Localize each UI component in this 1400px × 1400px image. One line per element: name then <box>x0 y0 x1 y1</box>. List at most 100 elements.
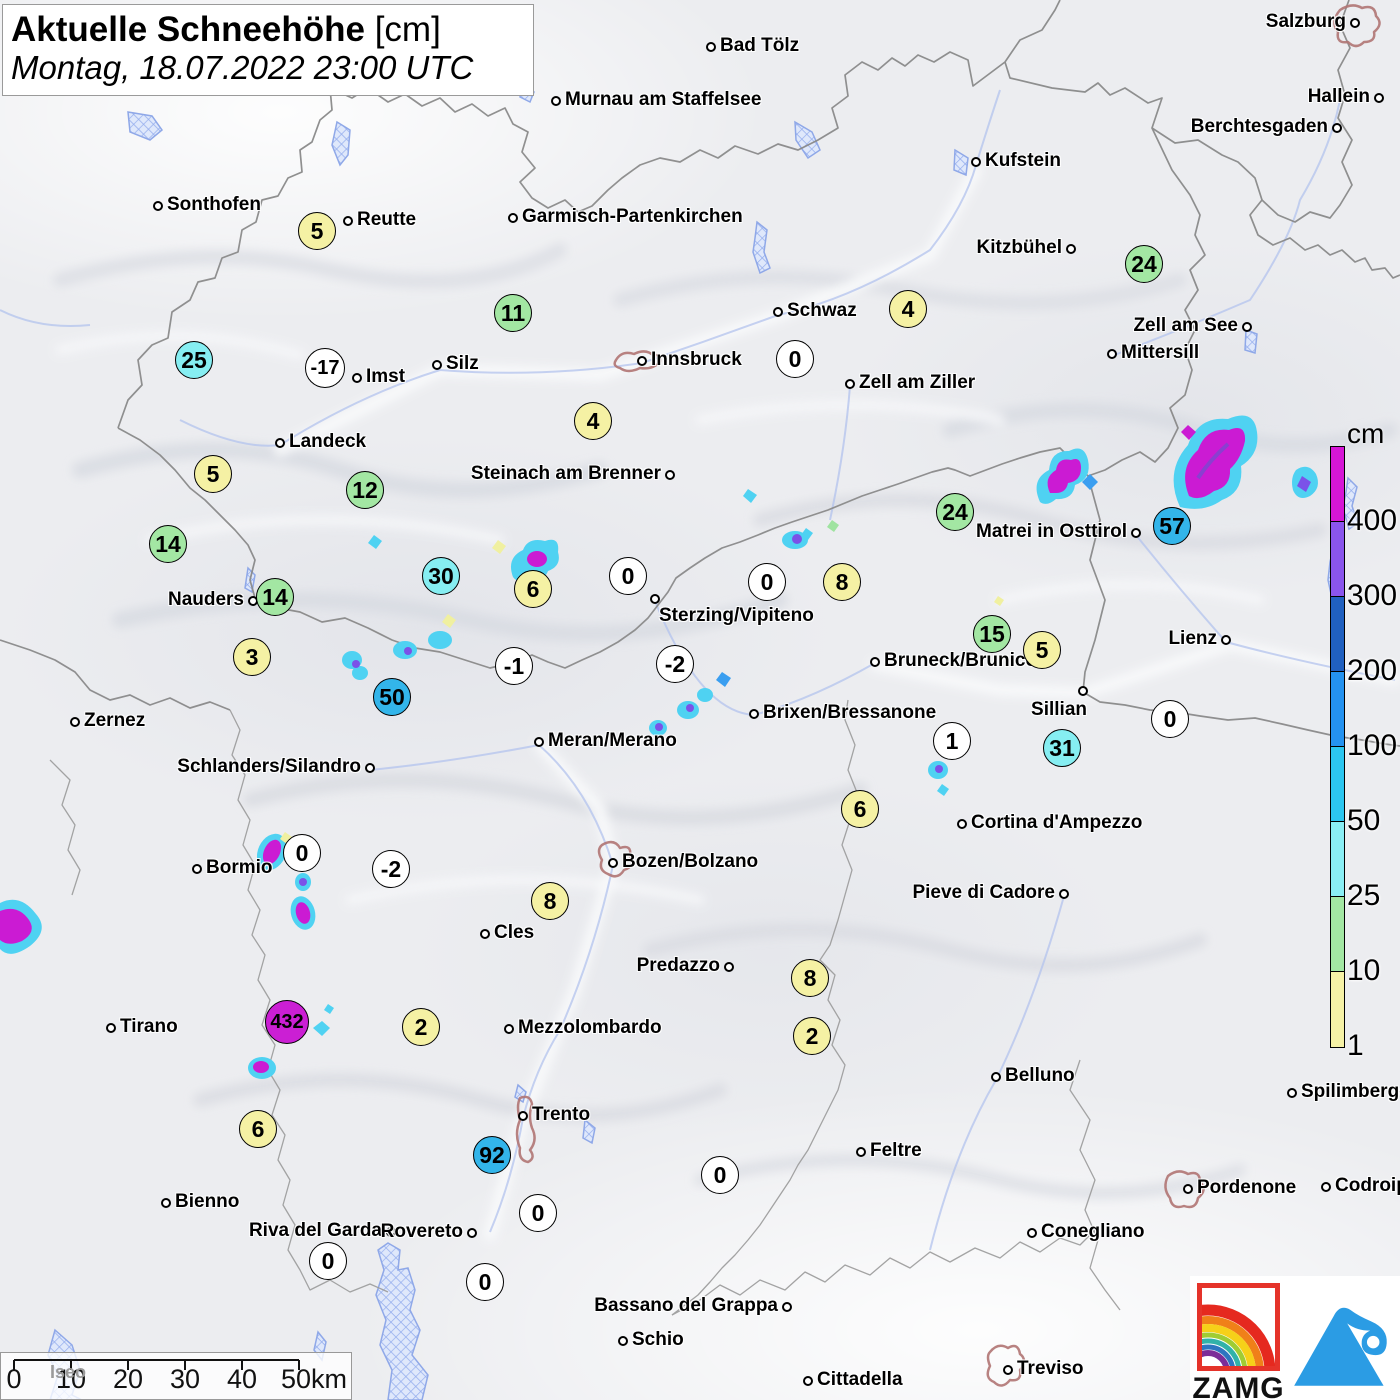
snow-depth-marker: 0 <box>466 1263 504 1301</box>
city-dot-icon <box>971 157 981 167</box>
city-label: Garmisch-Partenkirchen <box>522 206 743 227</box>
city-dot-icon <box>870 657 880 667</box>
snow-depth-marker: 2 <box>793 1017 831 1055</box>
city-label: Schwaz <box>787 300 857 321</box>
city-dot-icon <box>773 307 783 317</box>
snow-depth-marker: 2 <box>402 1008 440 1046</box>
city-dot-icon <box>724 962 734 972</box>
snow-depth-marker: 0 <box>309 1242 347 1280</box>
snow-depth-marker: 0 <box>776 340 814 378</box>
city-label: Reutte <box>357 209 417 230</box>
legend-colorbar <box>1330 446 1345 1048</box>
city-dot-icon <box>504 1024 514 1034</box>
city-label: Silz <box>446 353 479 374</box>
city-dot-icon <box>1107 349 1117 359</box>
city-dot-icon <box>365 763 375 773</box>
snow-depth-marker: 5 <box>194 455 232 493</box>
city-label: Predazzo <box>636 955 720 976</box>
snow-depth-marker: -2 <box>372 850 410 888</box>
legend-tick-label: 200 <box>1347 654 1398 687</box>
city-dot-icon <box>665 470 675 480</box>
city-label: Steinach am Brenner <box>470 463 661 484</box>
city-label: Sonthofen <box>167 194 261 215</box>
city-label: Matrei in Osttirol <box>976 521 1127 542</box>
legend-segment <box>1331 522 1344 597</box>
legend-tick-label: 100 <box>1347 729 1398 762</box>
city-dot-icon <box>343 216 353 226</box>
city-label: Riva del Garda <box>248 1220 382 1241</box>
snow-depth-marker: 8 <box>791 959 829 997</box>
snow-depth-marker: 92 <box>473 1136 511 1174</box>
snow-depth-marker: 4 <box>574 402 612 440</box>
city-dot-icon <box>1027 1228 1037 1238</box>
legend-segment <box>1331 597 1344 672</box>
snow-depth-marker: 11 <box>494 294 532 332</box>
city-label: Nauders <box>167 589 244 610</box>
city-label: Kitzbühel <box>976 237 1063 258</box>
snow-depth-marker: 8 <box>531 882 569 920</box>
snow-depth-marker: 0 <box>748 563 786 601</box>
city-label: Codroipo <box>1335 1175 1400 1196</box>
city-label: Innsbruck <box>651 349 742 370</box>
city-label: Trento <box>532 1104 591 1125</box>
city-label: Mezzolombardo <box>518 1017 662 1038</box>
city-dot-icon <box>153 201 163 211</box>
city-label: Tirano <box>120 1016 178 1037</box>
city-label: Pordenone <box>1197 1177 1297 1198</box>
legend-segment <box>1331 822 1344 897</box>
city-label: Schlanders/Silandro <box>177 756 361 777</box>
snow-depth-marker: 4 <box>889 290 927 328</box>
scale-tick-label: 30 <box>169 1364 201 1394</box>
city-label: Lienz <box>1168 628 1217 649</box>
legend-tick-label: 300 <box>1347 579 1398 612</box>
city-dot-icon <box>1321 1182 1331 1192</box>
city-label: Conegliano <box>1041 1221 1145 1242</box>
city-dot-icon <box>432 360 442 370</box>
snow-depth-marker: 6 <box>514 570 552 608</box>
city-label: Bormio <box>206 857 273 878</box>
snow-depth-marker: 31 <box>1043 729 1081 767</box>
city-label: Treviso <box>1017 1358 1084 1379</box>
zamg-rainbow-icon <box>1202 1304 1275 1366</box>
city-label: Berchtesgaden <box>1190 116 1328 137</box>
scale-tick-label: 0 <box>6 1364 22 1394</box>
snow-depth-marker: 24 <box>936 493 974 531</box>
city-dot-icon <box>1350 18 1360 28</box>
city-label: Cittadella <box>817 1369 903 1390</box>
city-dot-icon <box>1131 528 1141 538</box>
city-label: Sillian <box>1031 699 1087 720</box>
snow-depth-marker: 0 <box>701 1156 739 1194</box>
city-label: Pieve di Cadore <box>912 882 1055 903</box>
city-label: Murnau am Staffelsee <box>565 89 762 110</box>
legend-segment <box>1331 897 1344 972</box>
city-label: Bozen/Bolzano <box>622 851 759 872</box>
city-label: Meran/Merano <box>548 730 677 751</box>
city-dot-icon <box>1332 123 1342 133</box>
snow-depth-marker: 14 <box>149 525 187 563</box>
zamg-logo <box>1197 1283 1280 1371</box>
city-label: Bassano del Grappa <box>594 1295 778 1316</box>
city-dot-icon <box>518 1111 528 1121</box>
city-dot-icon <box>845 379 855 389</box>
city-dot-icon <box>608 858 618 868</box>
scale-tick-label: 40 <box>226 1364 258 1394</box>
title-unit: [cm] <box>364 10 441 49</box>
page-title: Aktuelle Schneehöhe [cm] <box>11 10 441 49</box>
legend-tick-label: 400 <box>1347 504 1398 537</box>
city-label: Zell am See <box>1133 315 1238 336</box>
city-label: Cles <box>494 922 535 943</box>
legend-tick-label: 25 <box>1347 879 1381 912</box>
city-dot-icon <box>1221 635 1231 645</box>
city-label: Belluno <box>1005 1065 1075 1086</box>
snow-depth-marker: -17 <box>305 348 345 388</box>
snow-depth-marker: 14 <box>256 578 294 616</box>
city-dot-icon <box>991 1072 1001 1082</box>
city-dot-icon <box>275 438 285 448</box>
city-label: Cortina d'Ampezzo <box>971 812 1143 833</box>
snow-depth-marker: 30 <box>422 557 460 595</box>
city-dot-icon <box>856 1147 866 1157</box>
city-dot-icon <box>467 1228 477 1238</box>
city-label: Bienno <box>175 1191 240 1212</box>
legend-segment <box>1331 447 1344 522</box>
